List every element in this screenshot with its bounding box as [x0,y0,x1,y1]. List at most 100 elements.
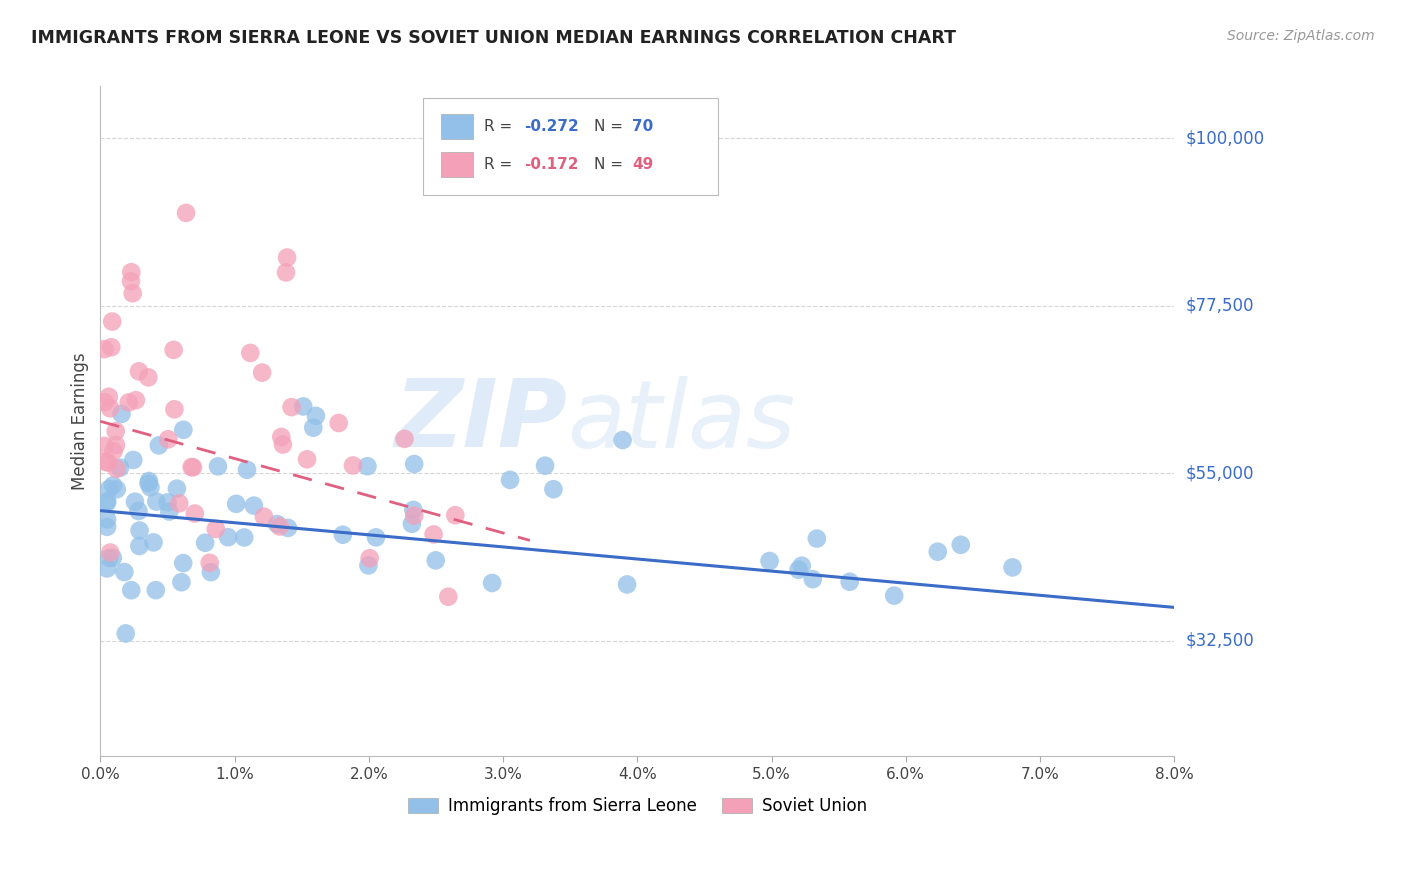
Point [612,433,634,447]
Point [239,346,262,360]
Point [266,516,288,531]
Point [128,524,150,538]
Point [402,503,425,517]
Text: atlas: atlas [568,376,796,467]
Point [157,432,180,446]
Point [342,458,364,473]
Point [838,574,860,589]
Point [180,460,202,475]
Point [332,527,354,541]
Point [207,459,229,474]
Point [122,453,145,467]
Point [280,400,302,414]
Point [97,390,120,404]
Point [120,583,142,598]
Point [96,520,118,534]
Point [163,402,186,417]
Point [104,424,127,438]
Point [359,551,381,566]
Point [96,512,118,526]
Point [101,550,124,565]
Point [357,558,380,573]
Point [94,455,117,469]
Text: 70: 70 [631,119,654,134]
Point [543,482,565,496]
Point [499,473,522,487]
Point [145,583,167,598]
Point [305,409,328,423]
Text: -0.272: -0.272 [524,119,579,134]
Point [437,590,460,604]
Point [787,563,810,577]
Point [120,265,142,279]
Point [94,395,117,409]
Point [184,507,207,521]
Point [225,497,247,511]
Point [250,366,273,380]
Point [118,395,141,409]
Point [101,315,124,329]
Point [200,565,222,579]
Point [328,416,350,430]
Point [534,458,557,473]
Point [128,539,150,553]
Point [166,482,188,496]
Point [98,545,121,559]
Point [364,530,387,544]
Point [121,286,143,301]
FancyBboxPatch shape [440,114,472,139]
Point [269,519,291,533]
Point [105,483,128,497]
Point [142,535,165,549]
Text: IMMIGRANTS FROM SIERRA LEONE VS SOVIET UNION MEDIAN EARNINGS CORRELATION CHART: IMMIGRANTS FROM SIERRA LEONE VS SOVIET U… [31,29,956,46]
Text: $32,500: $32,500 [1185,632,1254,650]
Point [139,480,162,494]
Point [401,516,423,531]
Point [270,430,292,444]
Point [217,530,239,544]
Point [97,456,120,470]
Text: R =: R = [484,157,517,172]
Text: 49: 49 [631,157,654,172]
Point [93,439,115,453]
Point [125,393,148,408]
Y-axis label: Median Earnings: Median Earnings [72,352,89,490]
Text: $77,500: $77,500 [1185,297,1254,315]
Point [162,343,184,357]
Point [292,400,315,414]
Point [96,494,118,508]
Point [883,589,905,603]
Point [100,340,122,354]
Point [236,463,259,477]
Point [616,577,638,591]
Point [138,474,160,488]
Point [112,565,135,579]
Point [98,482,121,496]
Point [98,551,121,566]
Point [170,575,193,590]
Point [157,504,180,518]
Point [156,495,179,509]
Text: $55,000: $55,000 [1185,465,1254,483]
Point [108,460,131,475]
Point [128,504,150,518]
Point [120,274,142,288]
Point [444,508,467,523]
Point [103,444,125,458]
Point [172,556,194,570]
Point [758,554,780,568]
Point [790,558,813,573]
Point [274,265,297,279]
FancyBboxPatch shape [423,98,718,194]
Point [481,576,503,591]
FancyBboxPatch shape [440,152,472,178]
Point [806,532,828,546]
Point [167,496,190,510]
Point [114,626,136,640]
Point [302,420,325,434]
Point [422,527,444,541]
Point [204,522,226,536]
Point [233,531,256,545]
Point [174,206,197,220]
Point [98,401,121,416]
